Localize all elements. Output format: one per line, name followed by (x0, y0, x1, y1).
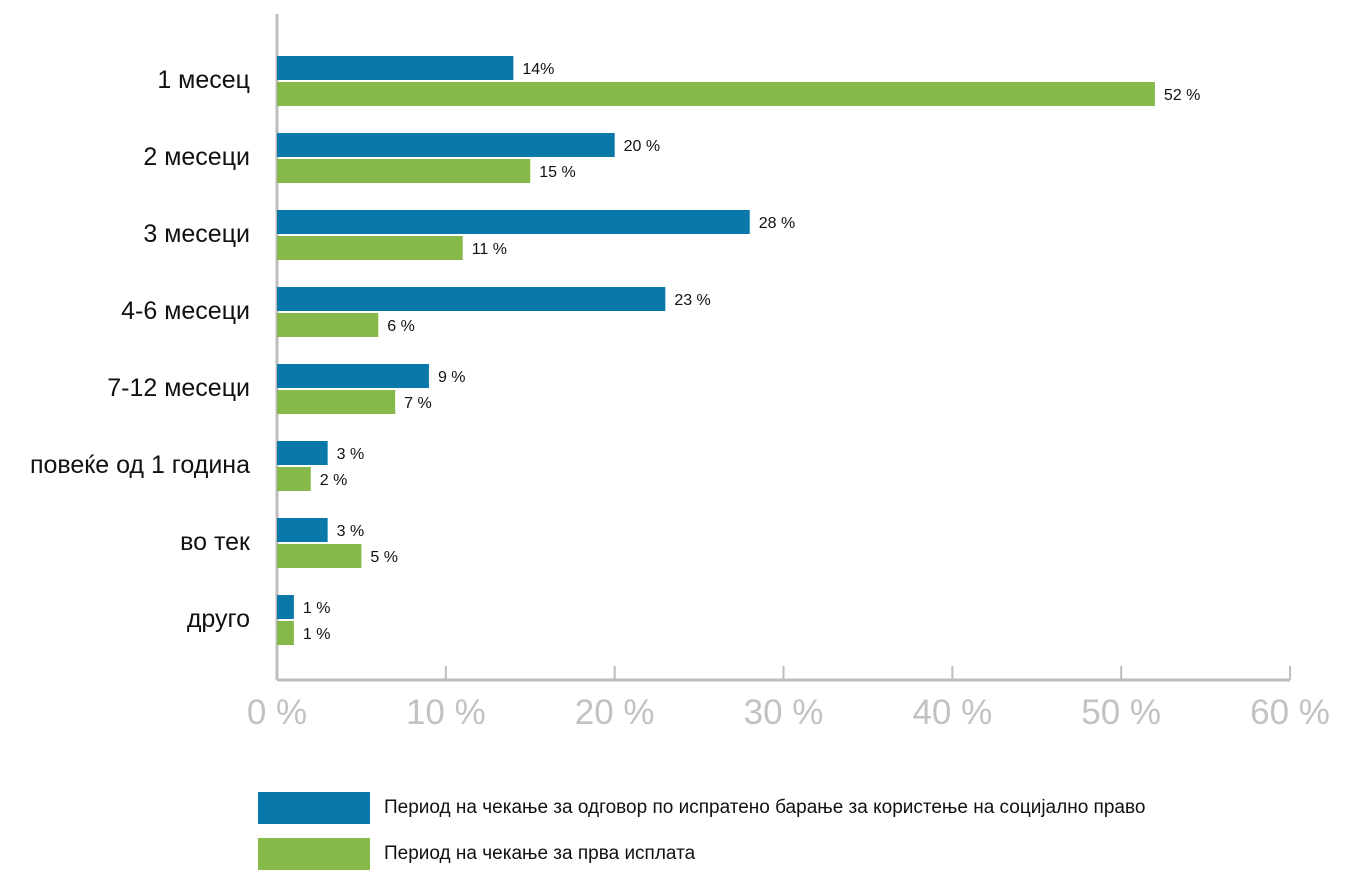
bar (277, 467, 311, 491)
data-label: 28 % (759, 215, 795, 232)
category-label: во тек (180, 528, 251, 556)
labels: 1 месец 14% 52 % 2 месеци 20 % 15 % 3 месеци 28… (30, 61, 1200, 643)
x-tick-label: 30 % (744, 693, 824, 732)
x-tick-label: 50 % (1081, 693, 1161, 732)
bar (277, 595, 294, 619)
x-tick-label: 20 % (575, 693, 655, 732)
category-label: 3 месеци (143, 220, 250, 248)
category-label: 7-12 месеци (107, 374, 250, 402)
data-label: 5 % (370, 549, 398, 566)
data-label: 3 % (337, 523, 365, 540)
legend-swatch-first-payment-wait (258, 838, 370, 870)
category-label: 2 месеци (143, 143, 250, 171)
bar (277, 390, 396, 414)
bar (277, 621, 294, 645)
bar (277, 544, 362, 568)
axes: 0 % 10 % 20 % 30 % 40 % 50 % 60 % (247, 14, 1330, 732)
legend-label-first-payment-wait: Период на чекање за прва исплата (384, 843, 696, 864)
data-label: 14% (522, 61, 554, 78)
data-label: 6 % (387, 318, 415, 335)
x-tick-label: 40 % (912, 693, 992, 732)
bars (277, 56, 1155, 645)
bar (277, 56, 514, 80)
legend-item-response-wait: Период на чекање за одговор по испратено… (258, 792, 1145, 824)
legend-item-first-payment-wait: Период на чекање за прва исплата (258, 838, 1145, 870)
bar (277, 287, 666, 311)
legend: Период на чекање за одговор по испратено… (258, 792, 1145, 884)
data-label: 20 % (624, 138, 660, 155)
category-label: 4-6 месеци (121, 297, 250, 325)
data-label: 11 % (472, 241, 507, 258)
data-label: 9 % (438, 369, 466, 386)
bar (277, 441, 328, 465)
legend-label-response-wait: Период на чекање за одговор по испратено… (384, 797, 1146, 818)
category-label: 1 месец (157, 66, 250, 94)
data-label: 1 % (303, 626, 331, 643)
bar (277, 82, 1155, 106)
data-label: 52 % (1164, 87, 1200, 104)
category-label: друго (187, 605, 250, 633)
x-tick-label: 60 % (1250, 693, 1330, 732)
bar-chart: 0 % 10 % 20 % 30 % 40 % 50 % 60 % 1 месец 14% 52… (30, 14, 1330, 732)
data-label: 3 % (337, 446, 365, 463)
bar (277, 518, 328, 542)
data-label: 7 % (404, 395, 432, 412)
bar (277, 159, 531, 183)
legend-swatch-response-wait (258, 792, 370, 824)
data-label: 23 % (674, 292, 710, 309)
x-tick-label: 10 % (406, 693, 486, 732)
bar (277, 210, 750, 234)
x-tick-label: 0 % (247, 693, 307, 732)
bar (277, 313, 379, 337)
data-label: 2 % (320, 472, 348, 489)
bar (277, 133, 615, 157)
data-label: 15 % (539, 164, 575, 181)
category-label: повеќе од 1 година (30, 451, 250, 479)
bar (277, 364, 429, 388)
data-label: 1 % (303, 600, 331, 617)
bar (277, 236, 463, 260)
